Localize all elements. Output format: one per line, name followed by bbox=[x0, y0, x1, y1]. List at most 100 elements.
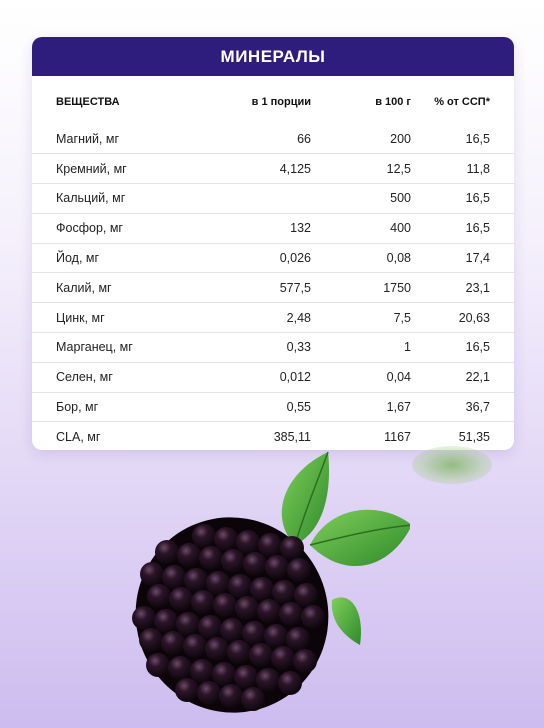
drupe bbox=[168, 656, 192, 680]
cell-per-serving: 385,11 bbox=[273, 430, 311, 445]
cell-substance: Фосфор, мг bbox=[56, 221, 123, 236]
cell-per-100g: 7,5 bbox=[393, 310, 411, 325]
drupe bbox=[234, 665, 258, 689]
leaf-icon bbox=[281, 452, 330, 545]
drupe bbox=[294, 583, 318, 607]
cell-percent-rda: 20,63 bbox=[458, 310, 490, 325]
drupe bbox=[197, 681, 221, 705]
drupe bbox=[175, 678, 199, 702]
cell-per-serving: 0,55 bbox=[286, 400, 311, 415]
drupe bbox=[177, 543, 201, 567]
cell-substance: Йод, мг bbox=[56, 251, 100, 266]
cell-per-serving: 577,5 bbox=[279, 280, 311, 295]
column-header-per-serving: в 1 порции bbox=[251, 96, 311, 108]
cell-substance: Калий, мг bbox=[56, 280, 112, 295]
drupe bbox=[265, 555, 289, 579]
cell-substance: Марганец, мг bbox=[56, 340, 133, 355]
table-header-row: ВЕЩЕСТВА в 1 порции в 100 г % от ССП* bbox=[32, 76, 514, 124]
drupe bbox=[271, 646, 295, 670]
cell-percent-rda: 22,1 bbox=[465, 370, 490, 385]
cell-substance: Селен, мг bbox=[56, 370, 113, 385]
drupe bbox=[191, 590, 215, 614]
drupe bbox=[242, 621, 266, 645]
cell-per-serving: 2,48 bbox=[286, 310, 311, 325]
table-row: Бор, мг 0,55 1,67 36,7 bbox=[32, 392, 514, 422]
cell-per-100g: 400 bbox=[390, 221, 411, 236]
drupe bbox=[140, 562, 164, 586]
drupe bbox=[221, 549, 245, 573]
drupe bbox=[169, 587, 193, 611]
cell-substance: Кремний, мг bbox=[56, 161, 127, 176]
table-row: Селен, мг 0,012 0,04 22,1 bbox=[32, 362, 514, 392]
cell-percent-rda: 16,5 bbox=[465, 221, 490, 236]
blackberry-illustration bbox=[132, 451, 410, 713]
drupe bbox=[146, 653, 170, 677]
cell-substance: Магний, мг bbox=[56, 131, 120, 146]
drupe bbox=[241, 687, 265, 711]
drupe bbox=[257, 599, 281, 623]
drupe bbox=[192, 524, 216, 548]
drupe bbox=[228, 574, 252, 598]
cell-per-100g: 200 bbox=[390, 131, 411, 146]
table-row: CLA, мг 385,11 1167 51,35 bbox=[32, 421, 514, 450]
drupe bbox=[286, 627, 310, 651]
drupe bbox=[155, 540, 179, 564]
cell-substance: Кальций, мг bbox=[56, 191, 126, 206]
cell-per-100g: 1,67 bbox=[386, 400, 411, 415]
table-row: Калий, мг 577,5 1750 23,1 bbox=[32, 272, 514, 303]
drupe bbox=[213, 593, 237, 617]
table-row: Йод, мг 0,026 0,08 17,4 bbox=[32, 243, 514, 273]
drupe bbox=[139, 628, 163, 652]
cell-percent-rda: 16,5 bbox=[465, 191, 490, 206]
drupe bbox=[205, 637, 229, 661]
cell-substance: CLA, мг bbox=[56, 430, 101, 445]
minerals-card: МИНЕРАЛЫ ВЕЩЕСТВА в 1 порции в 100 г % о… bbox=[32, 37, 514, 450]
leaf-icon bbox=[310, 509, 410, 566]
cell-per-100g: 1 bbox=[404, 340, 411, 355]
drupe bbox=[287, 558, 311, 582]
cell-per-100g: 1167 bbox=[384, 430, 411, 445]
drupe bbox=[206, 571, 230, 595]
cell-per-100g: 0,08 bbox=[386, 251, 411, 266]
table-row: Марганец, мг 0,33 1 16,5 bbox=[32, 332, 514, 363]
cell-percent-rda: 16,5 bbox=[465, 340, 490, 355]
cell-per-serving: 0,012 bbox=[279, 370, 311, 385]
drupe bbox=[214, 527, 238, 551]
card-title: МИНЕРАЛЫ bbox=[220, 46, 326, 66]
cell-per-serving: 0,026 bbox=[279, 251, 311, 266]
drupe bbox=[279, 602, 303, 626]
table-row: Кремний, мг 4,125 12,5 11,8 bbox=[32, 153, 514, 184]
drupe bbox=[249, 643, 273, 667]
column-header-per-100g: в 100 г bbox=[375, 96, 411, 108]
drupe bbox=[162, 565, 186, 589]
drupe bbox=[272, 580, 296, 604]
cell-percent-rda: 11,8 bbox=[466, 161, 490, 176]
column-header-percent-rda: % от ССП* bbox=[434, 96, 490, 108]
cell-per-100g: 0,04 bbox=[386, 370, 411, 385]
leaf-icon bbox=[331, 597, 361, 645]
drupe bbox=[198, 615, 222, 639]
cell-percent-rda: 16,5 bbox=[465, 131, 490, 146]
table-row: Кальций, мг 500 16,5 bbox=[32, 183, 514, 214]
drupe bbox=[183, 634, 207, 658]
drupe bbox=[154, 609, 178, 633]
cell-per-serving: 66 bbox=[297, 131, 311, 146]
cell-percent-rda: 17,4 bbox=[465, 251, 490, 266]
drupe bbox=[280, 536, 304, 560]
drupe bbox=[293, 649, 317, 673]
cell-per-100g: 500 bbox=[390, 191, 411, 206]
drupe bbox=[264, 624, 288, 648]
table-row: Цинк, мг 2,48 7,5 20,63 bbox=[32, 302, 514, 333]
drupe bbox=[199, 546, 223, 570]
column-header-substance: ВЕЩЕСТВА bbox=[56, 96, 120, 108]
cell-percent-rda: 36,7 bbox=[465, 400, 490, 415]
drupe bbox=[235, 596, 259, 620]
drupe bbox=[236, 530, 260, 554]
minerals-table: ВЕЩЕСТВА в 1 порции в 100 г % от ССП* Ма… bbox=[32, 76, 514, 450]
drupe bbox=[212, 662, 236, 686]
cell-per-serving bbox=[206, 184, 311, 214]
drupe bbox=[161, 631, 185, 655]
drupe bbox=[250, 577, 274, 601]
drupe bbox=[184, 568, 208, 592]
cell-per-100g: 1750 bbox=[383, 280, 411, 295]
